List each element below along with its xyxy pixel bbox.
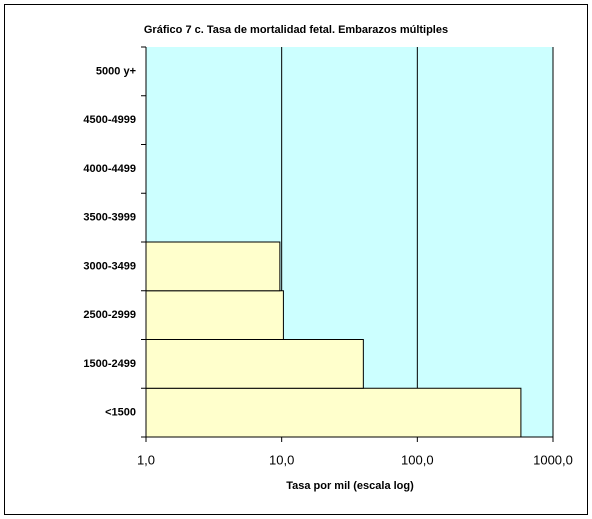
bar [145,290,284,340]
bar [145,339,364,389]
bar [145,241,281,292]
x-tick-label: 100,0 [401,452,434,467]
y-tick-label: 2500-2999 [83,309,136,321]
y-tick-label: 3500-3999 [83,212,136,224]
chart-title: Gráfico 7 c. Tasa de mortalidad fetal. E… [144,24,448,36]
y-tick-label: 3000-3499 [83,260,136,272]
x-tick-label: 10,0 [269,452,294,467]
y-tick-label: 4500-4999 [83,114,136,126]
x-tick-label: 1000,0 [533,452,573,467]
y-tick-label: 5000 y+ [96,65,136,77]
y-tick-label: 4000-4499 [83,163,136,175]
y-tick-label: <1500 [105,407,136,419]
bar [145,387,522,438]
y-tick-label: 1500-2499 [83,358,136,370]
x-axis-title: Tasa por mil (escala log) [286,480,414,492]
x-tick-label: 1,0 [137,452,155,467]
